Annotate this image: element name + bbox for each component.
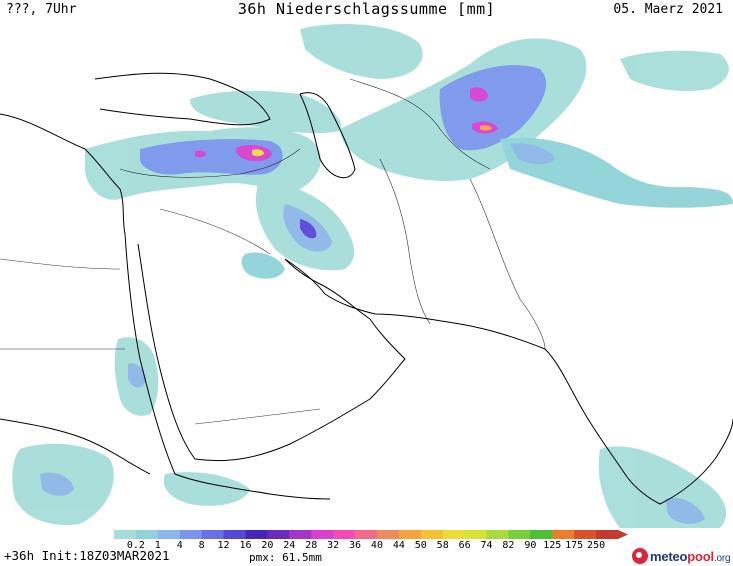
border-iraq-saudi xyxy=(159,208,271,255)
legend-swatch xyxy=(157,530,181,539)
precip-area-central-asia-peak1 xyxy=(470,87,488,102)
precip-area-iraq-peak xyxy=(300,219,317,239)
legend-swatch xyxy=(289,530,312,539)
border-egypt xyxy=(0,258,121,270)
legend-swatch xyxy=(530,530,553,539)
border-iran-afghan xyxy=(379,158,431,325)
legend-label: 125 xyxy=(543,540,561,551)
legend-label: 32 xyxy=(327,540,339,551)
legend-swatch xyxy=(376,530,400,539)
legend-label: 175 xyxy=(565,540,583,551)
legend-swatch xyxy=(464,530,488,539)
coastlines xyxy=(0,72,733,505)
legend-swatch xyxy=(114,530,137,539)
logo-part-2: pool xyxy=(687,548,714,564)
precip-area-levant-max xyxy=(252,149,264,157)
legend-swatch xyxy=(311,530,334,539)
legend-label: 8 xyxy=(199,540,205,551)
legend-swatch xyxy=(135,530,159,539)
precip-area-ne xyxy=(620,50,729,91)
legend-swatch xyxy=(245,530,268,539)
border-pakistan-india xyxy=(469,178,546,350)
coastline-med xyxy=(0,113,126,235)
legend-label: 90 xyxy=(524,540,536,551)
legend-swatch xyxy=(201,530,225,539)
legend-label: 24 xyxy=(283,540,295,551)
legend-label: 82 xyxy=(502,540,514,551)
color-legend: 0.2 1 4 8 12 16 20 24 28 32 36 40 44 50 58 66 74 82 90 125 1… xyxy=(114,530,628,551)
precip-area-levant-w xyxy=(195,150,206,158)
borders xyxy=(0,78,546,425)
legend-swatch xyxy=(333,530,356,539)
legend-labels: 0.2 1 4 8 12 16 20 24 28 32 36 40 44 50 58 66 74 82 90 125 1… xyxy=(127,540,605,551)
precip-area-central-asia-core xyxy=(439,65,547,151)
precip-area-ethiopia-core xyxy=(40,472,74,496)
legend-label: 44 xyxy=(393,540,405,551)
legend-label: 50 xyxy=(415,540,427,551)
max-precip: pmx: 61.5mm xyxy=(249,551,322,564)
coastline-india xyxy=(459,323,733,505)
legend-swatch xyxy=(574,530,597,539)
legend-label: 20 xyxy=(261,540,273,551)
precip-area-north xyxy=(300,24,423,79)
legend-label: 16 xyxy=(239,540,251,551)
border-turkey xyxy=(119,148,301,178)
precip-area-horn xyxy=(163,472,250,506)
legend-label: 4 xyxy=(177,540,183,551)
logo-part-3: .org xyxy=(713,552,731,564)
coastline-red-sea-w xyxy=(124,233,176,475)
coastline-africa-horn xyxy=(174,473,331,500)
precip-area-sri-lanka-core xyxy=(665,497,705,524)
border-saudi-yemen xyxy=(194,408,321,425)
precip-area-himalaya xyxy=(500,137,733,208)
border-central-asia xyxy=(349,78,491,170)
coastline-caspian xyxy=(299,92,356,179)
legend-swatch xyxy=(355,530,378,539)
legend-swatch xyxy=(179,530,203,539)
coastline-ethiopia xyxy=(0,418,151,475)
coastline-persian-gulf xyxy=(284,258,461,325)
legend-swatch xyxy=(596,530,619,539)
precip-area-sri-lanka xyxy=(598,446,727,528)
legend-swatch xyxy=(398,530,422,539)
legend-arrow xyxy=(618,530,628,539)
meteopool-logo[interactable]: meteopool.org xyxy=(632,547,731,565)
logo-part-1: meteo xyxy=(650,548,688,564)
precip-area-red-sea-core xyxy=(128,363,146,388)
legend-label: 12 xyxy=(218,540,230,551)
legend-swatch xyxy=(508,530,531,539)
legend-swatch xyxy=(552,530,575,539)
legend-label: 58 xyxy=(437,540,449,551)
legend-swatch xyxy=(486,530,509,539)
run-info: +36h Init:18Z03MAR2021 xyxy=(4,548,170,563)
legend-label: 74 xyxy=(480,540,492,551)
legend-label: 250 xyxy=(587,540,605,551)
legend-label: 40 xyxy=(371,540,383,551)
forecast-date: 05. Maerz 2021 xyxy=(613,2,723,17)
precipitation-field xyxy=(12,24,733,528)
legend-label: 36 xyxy=(349,540,361,551)
coastline-black-sea xyxy=(94,72,271,126)
map-title: 36h Niederschlagssumme [mm] xyxy=(237,0,496,18)
precip-area-gulf xyxy=(241,252,285,279)
logo-text: meteopool.org xyxy=(650,548,731,564)
logo-icon xyxy=(632,548,648,564)
coastline-arabia xyxy=(137,243,406,462)
legend-swatch xyxy=(223,530,246,539)
precipitation-map xyxy=(0,24,733,528)
precip-area-central-asia-max xyxy=(480,125,492,131)
legend-label: 28 xyxy=(305,540,317,551)
precip-area-himalaya-core xyxy=(510,143,555,165)
legend-swatch xyxy=(420,530,444,539)
legend-label: 1 xyxy=(155,540,161,551)
legend-label: 0.2 xyxy=(127,540,145,551)
legend-swatch xyxy=(267,530,290,539)
legend-color-bar xyxy=(114,530,628,539)
legend-swatch xyxy=(442,530,466,539)
forecast-day-label: ???, 7Uhr xyxy=(6,2,77,17)
legend-label: 66 xyxy=(459,540,471,551)
